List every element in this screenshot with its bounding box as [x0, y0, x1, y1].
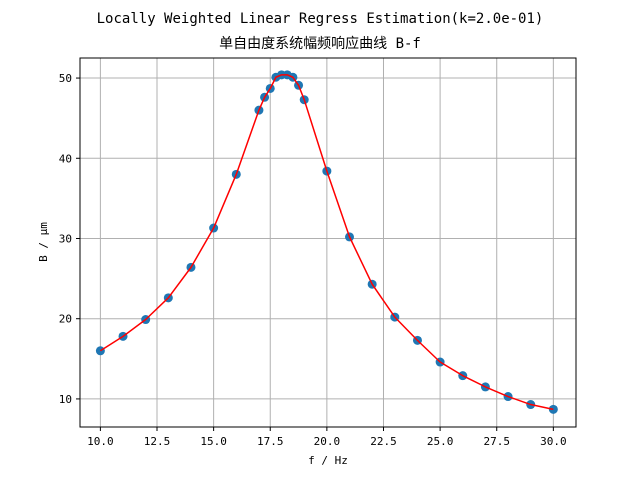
data-point [548, 404, 558, 414]
x-tick-label: 15.0 [200, 435, 227, 448]
grid [80, 58, 576, 427]
x-tick-label: 25.0 [427, 435, 454, 448]
plot-frame [79, 57, 577, 428]
y-tick-label: 30 [59, 232, 72, 245]
x-tick-label: 27.5 [483, 435, 510, 448]
y-tick-label: 20 [59, 313, 72, 326]
x-axis-label: f / Hz [308, 454, 348, 467]
y-tick-label: 40 [59, 152, 72, 165]
y-axis-label: B / μm [37, 222, 50, 262]
x-tick-label: 20.0 [314, 435, 341, 448]
series-layer [95, 70, 558, 414]
regression-line [99, 74, 554, 411]
x-tick-label: 22.5 [370, 435, 397, 448]
y-tick-label: 50 [59, 72, 72, 85]
x-tick-label: 17.5 [257, 435, 284, 448]
ticks: 10.0 12.5 15.0 17.5 20.0 22.5 25.0 27.5 30.0 10 20… [59, 72, 567, 448]
y-tick-label: 10 [59, 393, 72, 406]
x-tick-label: 10.0 [87, 435, 114, 448]
chart-title-line-2: 单自由度系统幅频响应曲线 B-f [219, 35, 421, 52]
x-tick-label: 12.5 [144, 435, 171, 448]
chart-title-line-1: Locally Weighted Linear Regress Estimati… [97, 11, 544, 27]
x-tick-label: 30.0 [540, 435, 567, 448]
